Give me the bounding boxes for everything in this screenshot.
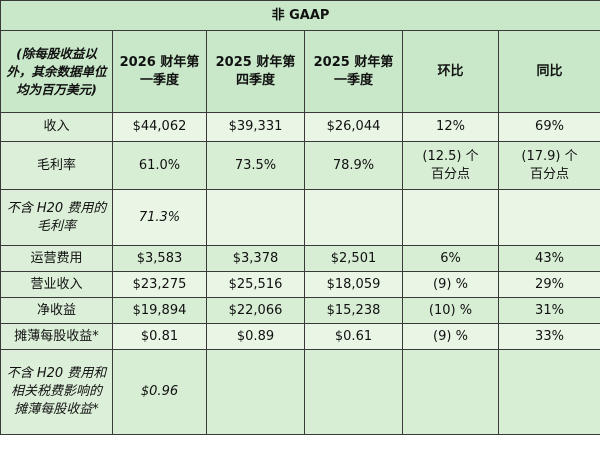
cell-q4fy25 bbox=[206, 349, 305, 435]
row-label: 营业收入 bbox=[0, 271, 113, 298]
cell-qoq: (9) % bbox=[402, 271, 499, 298]
cell-qoq bbox=[402, 349, 499, 435]
header-row: (除每股收益以外，其余数据单位均为百万美元) 2026 财年第一季度 2025 … bbox=[0, 30, 600, 113]
cell-yoy bbox=[497, 189, 600, 246]
cell-yoy: 31% bbox=[497, 297, 600, 324]
cell-q1fy25: $26,044 bbox=[304, 112, 403, 142]
cell-q4fy25: $3,378 bbox=[206, 245, 305, 272]
cell-q4fy25: $0.89 bbox=[206, 323, 305, 350]
cell-yoy: 29% bbox=[497, 271, 600, 298]
cell-yoy: 33% bbox=[497, 323, 600, 350]
row-label: 净收益 bbox=[0, 297, 113, 324]
units-note: (除每股收益以外，其余数据单位均为百万美元) bbox=[0, 30, 113, 113]
table-row: 收入 $44,062 $39,331 $26,044 12% 69% bbox=[0, 112, 600, 142]
col-header-q1fy25: 2025 财年第一季度 bbox=[304, 30, 403, 113]
table-row: 毛利率 61.0% 73.5% 78.9% (12.5) 个百分点 (17.9)… bbox=[0, 141, 600, 190]
cell-q1fy25: $0.61 bbox=[304, 323, 403, 350]
table-row: 摊薄每股收益* $0.81 $0.89 $0.61 (9) % 33% bbox=[0, 323, 600, 350]
cell-q1fy25 bbox=[304, 189, 403, 246]
row-label: 不含 H20 费用和相关税费影响的摊薄每股收益* bbox=[0, 349, 113, 435]
cell-q1fy25: $2,501 bbox=[304, 245, 403, 272]
title-row: 非 GAAP bbox=[0, 0, 600, 31]
table-row: 营业收入 $23,275 $25,516 $18,059 (9) % 29% bbox=[0, 271, 600, 298]
row-label: 毛利率 bbox=[0, 141, 113, 190]
cell-qoq: 6% bbox=[402, 245, 499, 272]
cell-q4fy25 bbox=[206, 189, 305, 246]
non-gaap-table: 非 GAAP (除每股收益以外，其余数据单位均为百万美元) 2026 财年第一季… bbox=[0, 0, 600, 435]
cell-qoq bbox=[402, 189, 499, 246]
cell-q1fy26: $0.81 bbox=[112, 323, 207, 350]
cell-q1fy26: $0.96 bbox=[112, 349, 207, 435]
cell-yoy: (17.9) 个百分点 bbox=[497, 141, 600, 190]
cell-qoq: 12% bbox=[402, 112, 499, 142]
table-row: 不含 H20 费用和相关税费影响的摊薄每股收益* $0.96 bbox=[0, 349, 600, 435]
cell-q1fy25: 78.9% bbox=[304, 141, 403, 190]
cell-q1fy26: $23,275 bbox=[112, 271, 207, 298]
row-label: 摊薄每股收益* bbox=[0, 323, 113, 350]
cell-qoq: (9) % bbox=[402, 323, 499, 350]
cell-q4fy25: $25,516 bbox=[206, 271, 305, 298]
cell-qoq: (12.5) 个百分点 bbox=[402, 141, 499, 190]
cell-q1fy25: $18,059 bbox=[304, 271, 403, 298]
col-header-yoy: 同比 bbox=[497, 30, 600, 113]
table-row: 不含 H20 费用的毛利率 71.3% bbox=[0, 189, 600, 246]
row-label: 收入 bbox=[0, 112, 113, 142]
row-label: 运营费用 bbox=[0, 245, 113, 272]
cell-q4fy25: $22,066 bbox=[206, 297, 305, 324]
cell-qoq: (10) % bbox=[402, 297, 499, 324]
cell-q1fy26: 61.0% bbox=[112, 141, 207, 190]
col-header-q4fy25: 2025 财年第四季度 bbox=[206, 30, 305, 113]
cell-q4fy25: 73.5% bbox=[206, 141, 305, 190]
cell-yoy: 43% bbox=[497, 245, 600, 272]
col-header-q1fy26: 2026 财年第一季度 bbox=[112, 30, 207, 113]
table-row: 净收益 $19,894 $22,066 $15,238 (10) % 31% bbox=[0, 297, 600, 324]
cell-yoy: 69% bbox=[497, 112, 600, 142]
col-header-qoq: 环比 bbox=[402, 30, 499, 113]
cell-q1fy26: $19,894 bbox=[112, 297, 207, 324]
cell-q1fy25 bbox=[304, 349, 403, 435]
cell-yoy bbox=[497, 349, 600, 435]
table-row: 运营费用 $3,583 $3,378 $2,501 6% 43% bbox=[0, 245, 600, 272]
cell-q1fy25: $15,238 bbox=[304, 297, 403, 324]
cell-q4fy25: $39,331 bbox=[206, 112, 305, 142]
cell-q1fy26: 71.3% bbox=[112, 189, 207, 246]
table-title: 非 GAAP bbox=[0, 0, 600, 31]
cell-q1fy26: $44,062 bbox=[112, 112, 207, 142]
cell-q1fy26: $3,583 bbox=[112, 245, 207, 272]
row-label: 不含 H20 费用的毛利率 bbox=[0, 189, 113, 246]
